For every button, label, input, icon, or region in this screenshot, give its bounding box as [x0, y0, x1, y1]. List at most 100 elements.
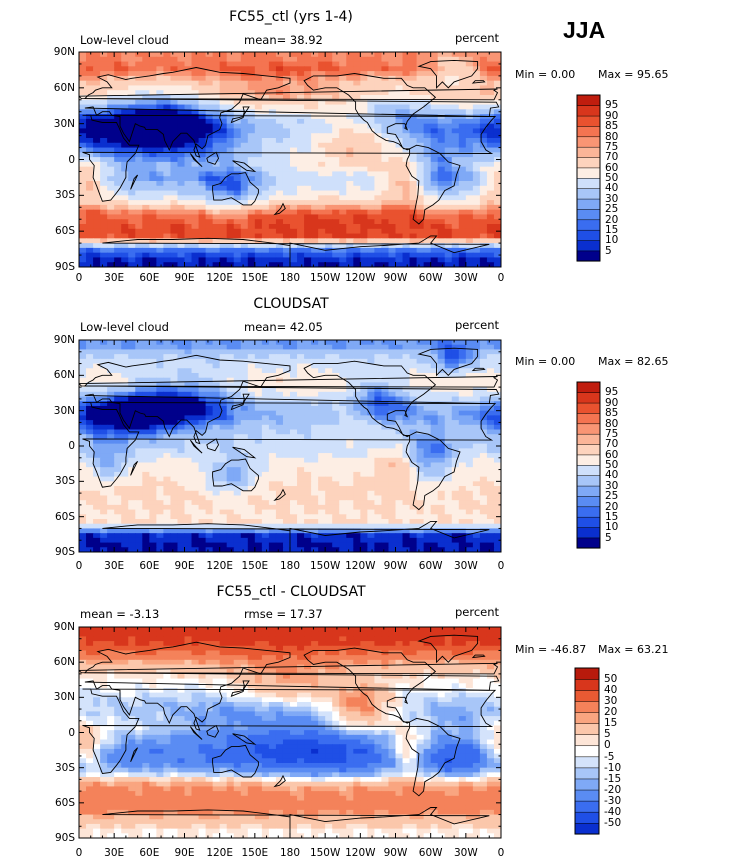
- field-cell: [149, 363, 157, 369]
- field-cell: [388, 344, 397, 351]
- field-cell: [261, 443, 270, 449]
- field-cell: [163, 358, 172, 365]
- field-cell: [156, 128, 164, 134]
- field-cell: [114, 114, 122, 120]
- field-cell: [261, 128, 270, 134]
- field-cell: [374, 90, 383, 96]
- field-cell: [170, 467, 179, 473]
- panel-3-mean-label: mean = -3.13: [80, 607, 160, 621]
- field-cell: [360, 233, 368, 239]
- field-cell: [86, 200, 94, 206]
- field-cell: [437, 128, 446, 134]
- field-cell: [486, 391, 495, 398]
- field-cell: [240, 340, 249, 346]
- field-cell: [388, 247, 397, 254]
- field-cell: [107, 90, 115, 96]
- field-cell: [107, 224, 115, 230]
- field-cell: [233, 429, 242, 435]
- field-cell: [198, 133, 207, 139]
- field-cell: [254, 224, 263, 230]
- field-cell: [282, 387, 291, 393]
- field-cell: [304, 481, 312, 487]
- field-cell: [465, 209, 474, 216]
- field-cell: [121, 349, 129, 355]
- field-cell: [339, 152, 347, 158]
- field-cell: [381, 104, 390, 110]
- field-cell: [156, 247, 164, 254]
- field-cell: [93, 415, 101, 421]
- field-cell: [346, 214, 354, 220]
- field-cell: [254, 104, 263, 110]
- field-cell: [311, 209, 319, 216]
- field-cell: [219, 372, 228, 379]
- field-cell: [254, 204, 263, 211]
- field-cell: [430, 228, 439, 235]
- field-cell: [100, 90, 108, 96]
- field-cell: [268, 401, 277, 407]
- field-cell: [198, 257, 207, 263]
- field-cell: [465, 95, 474, 101]
- field-cell: [156, 476, 164, 482]
- field-cell: [261, 490, 270, 497]
- field-cell: [177, 238, 186, 244]
- field-cell: [402, 66, 411, 72]
- field-cell: [290, 349, 298, 355]
- field-cell: [297, 434, 305, 440]
- field-cell: [451, 471, 460, 478]
- field-cell: [332, 358, 340, 365]
- field-cell: [128, 424, 136, 431]
- field-cell: [226, 185, 235, 192]
- field-cell: [353, 500, 361, 506]
- field-cell: [388, 95, 397, 101]
- field-cell: [247, 382, 256, 388]
- field-cell: [135, 471, 143, 478]
- field-cell: [93, 410, 101, 416]
- field-cell: [381, 443, 390, 449]
- field-cell: [304, 147, 312, 153]
- field-cell: [402, 171, 411, 177]
- field-cell: [346, 52, 354, 58]
- field-cell: [472, 56, 481, 63]
- field-cell: [409, 176, 418, 182]
- field-cell: [149, 185, 157, 192]
- field-cell: [458, 262, 467, 267]
- field-cell: [121, 429, 129, 435]
- field-cell: [184, 429, 193, 435]
- field-cell: [479, 467, 488, 473]
- field-cell: [346, 228, 354, 235]
- field-cell: [416, 410, 425, 416]
- field-cell: [486, 204, 495, 211]
- field-cell: [247, 438, 256, 445]
- field-cell: [381, 238, 390, 244]
- field-cell: [325, 247, 333, 254]
- field-cell: [100, 238, 108, 244]
- field-cell: [304, 66, 312, 72]
- field-cell: [149, 61, 157, 67]
- field-cell: [86, 415, 94, 421]
- field-cell: [226, 114, 235, 120]
- field-cell: [191, 161, 200, 168]
- field-cell: [254, 142, 263, 149]
- field-cell: [107, 200, 115, 206]
- field-cell: [240, 176, 249, 182]
- field-cell: [430, 476, 439, 482]
- field-cell: [290, 147, 298, 153]
- field-cell: [304, 471, 312, 478]
- field-cell: [135, 157, 143, 163]
- field-cell: [93, 181, 101, 187]
- field-cell: [318, 209, 326, 216]
- field-cell: [339, 90, 347, 96]
- field-cell: [86, 185, 94, 192]
- field-cell: [402, 75, 411, 82]
- field-cell: [381, 396, 390, 402]
- field-cell: [332, 462, 340, 468]
- field-cell: [311, 363, 319, 369]
- field-cell: [346, 157, 354, 163]
- field-cell: [304, 490, 312, 497]
- field-cell: [79, 61, 87, 67]
- field-cell: [388, 128, 397, 134]
- field-cell: [142, 372, 150, 379]
- field-cell: [121, 434, 129, 440]
- field-cell: [381, 152, 390, 158]
- field-cell: [290, 80, 298, 87]
